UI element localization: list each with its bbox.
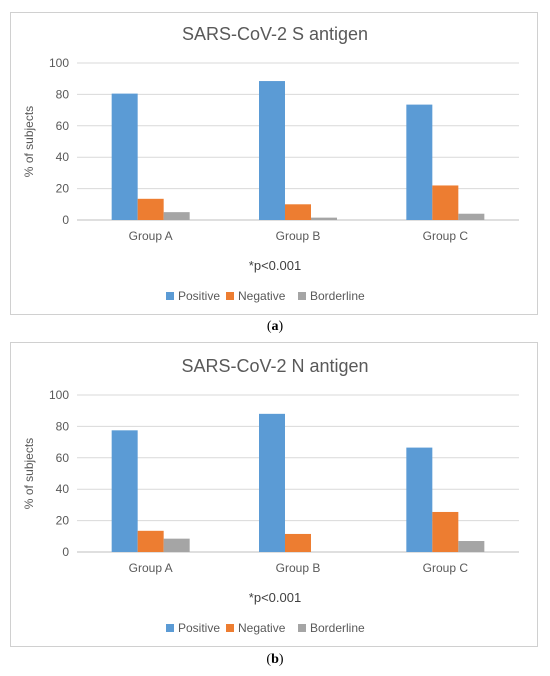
y-axis-label: % of subjects [22, 106, 36, 177]
bar-positive [111, 93, 138, 220]
x-tick-label: Group A [129, 561, 173, 575]
bar-negative [285, 533, 311, 552]
y-tick-label: 80 [56, 87, 70, 101]
legend-label-positive: Positive [178, 621, 220, 635]
legend-swatch-positive [166, 624, 174, 632]
y-tick-label: 20 [56, 182, 70, 196]
p-value-annotation: *p<0.001 [249, 590, 301, 605]
legend-label-positive: Positive [178, 289, 220, 303]
caption-a-letter: a [271, 319, 279, 334]
bar-positive [259, 81, 285, 221]
legend-swatch-positive [166, 292, 174, 300]
bar-negative [432, 185, 459, 220]
bar-negative [137, 530, 164, 552]
x-tick-label: Group C [423, 561, 469, 575]
legend-label-borderline: Borderline [310, 621, 365, 635]
x-tick-label: Group B [276, 561, 321, 575]
chart-panel-b: SARS-CoV-2 N antigen 0 20 40 60 80 100 % of sub… [10, 342, 538, 647]
y-tick-label: 80 [56, 419, 70, 433]
bar-positive [406, 104, 433, 220]
bar-positive [259, 413, 285, 552]
chart-a-svg: SARS-CoV-2 S antigen 0 20 40 60 80 100 % of sub… [22, 24, 519, 303]
bar-borderline [458, 541, 485, 552]
x-tick-label: Group C [423, 229, 469, 243]
legend-swatch-negative [226, 624, 234, 632]
bar-negative [285, 204, 311, 220]
y-tick-label: 40 [56, 150, 70, 164]
caption-b-letter: b [271, 652, 279, 667]
legend-swatch-borderline [298, 624, 306, 632]
caption-a-close: ) [278, 319, 284, 334]
y-tick-label: 20 [56, 514, 70, 528]
caption-b: (b) [0, 652, 550, 668]
y-axis-label: % of subjects [22, 438, 36, 509]
y-tick-label: 60 [56, 119, 70, 133]
x-tick-label: Group B [276, 229, 321, 243]
x-tick-label: Group A [129, 229, 173, 243]
legend-label-negative: Negative [238, 621, 286, 635]
bar-borderline [163, 212, 190, 220]
chart-panel-a: SARS-CoV-2 S antigen 0 20 40 60 80 100 % of sub… [10, 12, 538, 315]
bar-negative [432, 511, 459, 552]
caption-a: (a) [0, 319, 550, 335]
caption-a-open: ( [266, 319, 272, 334]
legend-label-negative: Negative [238, 289, 286, 303]
y-tick-label: 0 [62, 213, 69, 227]
legend-swatch-negative [226, 292, 234, 300]
y-tick-label: 100 [49, 388, 69, 402]
chart-title: SARS-CoV-2 S antigen [182, 24, 368, 44]
y-tick-label: 60 [56, 451, 70, 465]
chart-title: SARS-CoV-2 N antigen [181, 356, 368, 376]
legend-label-borderline: Borderline [310, 289, 365, 303]
y-tick-label: 0 [62, 545, 69, 559]
caption-b-open: ( [266, 652, 272, 667]
p-value-annotation: *p<0.001 [249, 258, 301, 273]
bar-borderline [311, 217, 337, 220]
y-tick-label: 40 [56, 482, 70, 496]
caption-b-close: ) [278, 652, 284, 667]
bar-positive [111, 430, 138, 552]
bar-borderline [458, 213, 485, 220]
y-tick-label: 100 [49, 56, 69, 70]
legend-swatch-borderline [298, 292, 306, 300]
bar-negative [137, 198, 164, 220]
chart-b-svg: SARS-CoV-2 N antigen 0 20 40 60 80 100 % of sub… [22, 356, 519, 635]
bar-positive [406, 447, 433, 552]
bar-borderline [163, 538, 190, 552]
